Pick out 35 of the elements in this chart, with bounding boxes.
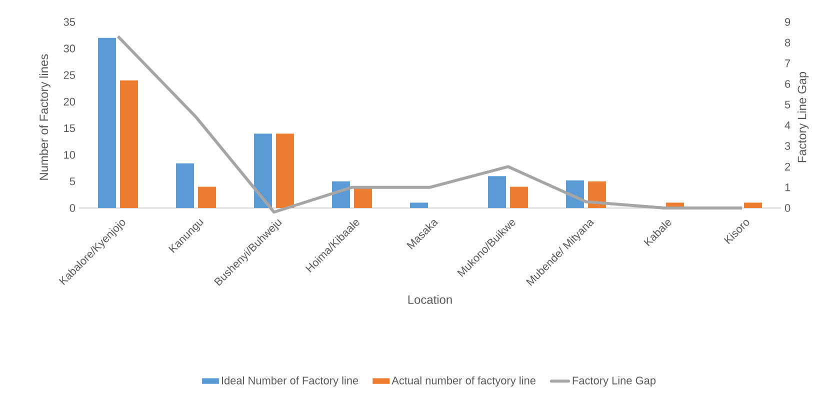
y2-tick-label: 4 bbox=[784, 122, 790, 130]
bar bbox=[176, 163, 194, 208]
bar bbox=[198, 186, 216, 208]
y2-tick-label: 8 bbox=[784, 38, 790, 47]
bar bbox=[410, 202, 428, 208]
y-tick-label: 15 bbox=[64, 124, 76, 132]
y2-tick-label: 5 bbox=[784, 100, 790, 108]
bar bbox=[510, 186, 528, 208]
y-tick-label: 25 bbox=[64, 71, 76, 79]
y-tick-label: 0 bbox=[70, 204, 76, 212]
bar bbox=[488, 176, 506, 208]
bar bbox=[276, 134, 294, 208]
legend-label: Ideal Number of Factory line bbox=[222, 376, 358, 387]
y-tick-label: 35 bbox=[64, 18, 76, 26]
y2-axis-title: Factory Line Gap bbox=[797, 72, 809, 162]
bar bbox=[744, 202, 762, 208]
legend-label: Factory Line Gap bbox=[572, 376, 656, 387]
y2-tick-label: 1 bbox=[785, 184, 790, 192]
y2-tick-label: 9 bbox=[785, 18, 790, 26]
bar bbox=[120, 80, 138, 208]
bar bbox=[98, 38, 116, 208]
y-tick-label: 30 bbox=[64, 44, 76, 52]
y2-tick-label: 6 bbox=[785, 80, 790, 88]
y-axis-title: Number of Factory lines bbox=[39, 54, 50, 180]
x-axis-title: Location bbox=[408, 295, 452, 304]
legend-label: Actual number of factyory line bbox=[392, 376, 536, 387]
y-tick-label: 5 bbox=[70, 178, 76, 186]
line-series bbox=[116, 34, 744, 214]
y2-tick-label: 2 bbox=[785, 162, 790, 170]
y-tick-label: 20 bbox=[64, 98, 76, 106]
y2-tick-label: 7 bbox=[785, 60, 790, 68]
y2-tick-label: 3 bbox=[784, 142, 790, 150]
bar bbox=[254, 134, 272, 208]
y-tick-label: 10 bbox=[64, 150, 76, 159]
y2-tick-label: 0 bbox=[784, 204, 790, 212]
